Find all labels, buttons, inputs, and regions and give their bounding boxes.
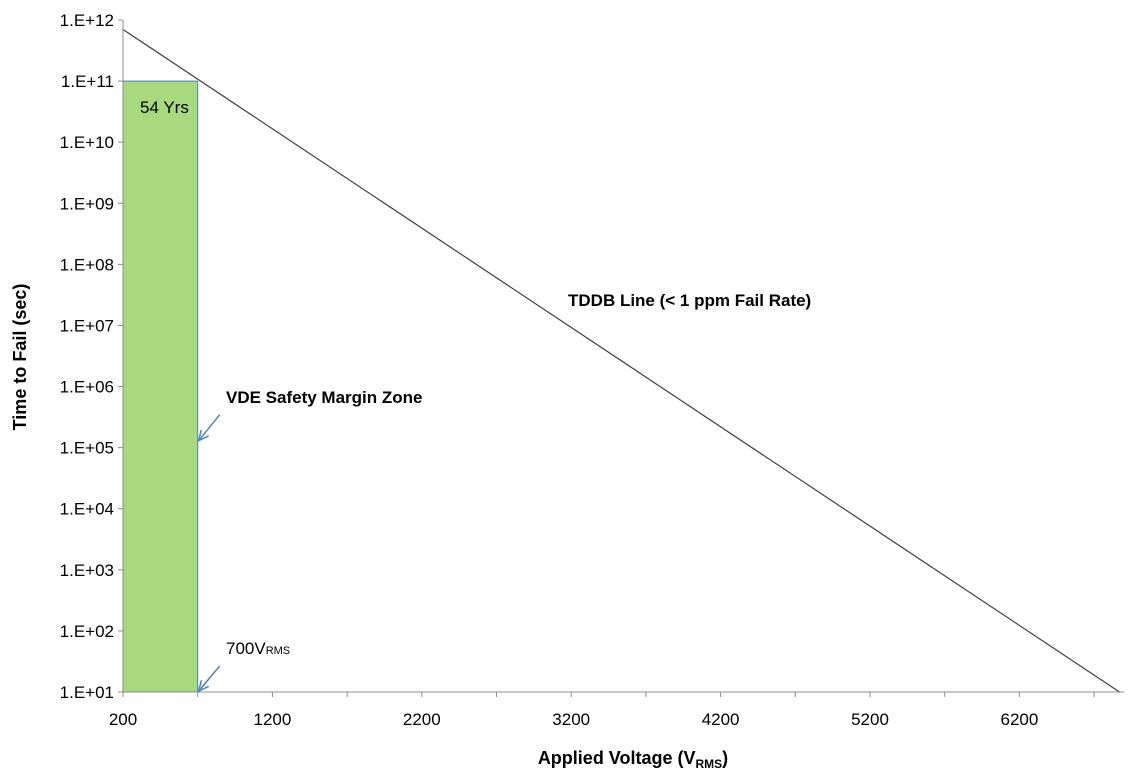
- vde-zone-label: VDE Safety Margin Zone: [226, 388, 422, 407]
- tddb-line-label: TDDB Line (< 1 ppm Fail Rate): [568, 291, 811, 310]
- axes-layer: [122, 20, 1124, 693]
- y-axis-title: Time to Fail (sec): [10, 284, 30, 431]
- y-tick-label: 1.E+03: [60, 561, 114, 580]
- x-tick-label: 1200: [253, 710, 291, 729]
- ticks-layer: 1.E+01 1.E+02 1.E+03 1.E+04 1.E+05 1.E+06 1.E+…: [60, 11, 1095, 729]
- x-axis-title-main: Applied Voltage (V: [538, 748, 696, 768]
- series-layer: [122, 28, 1120, 693]
- voltage-marker-arrow-shaft: [198, 665, 221, 692]
- vde-zone-arrow-shaft: [198, 414, 221, 442]
- voltage-marker-main: 700V: [226, 639, 266, 658]
- x-tick-label: 3200: [552, 710, 590, 729]
- x-tick-label: 2200: [403, 710, 441, 729]
- vde-safety-zone-rect: [122, 80, 199, 693]
- x-tick-label: 200: [109, 710, 137, 729]
- y-tick-label: 1.E+04: [60, 500, 114, 519]
- vde-zone-arrow-head: [197, 429, 209, 443]
- arrows-layer: [197, 414, 221, 693]
- x-tick-label: 5200: [851, 710, 889, 729]
- series-line-0: [122, 28, 1120, 693]
- voltage-marker-arrow-head: [197, 680, 210, 693]
- zone-layer: [122, 80, 199, 693]
- y-tick-label: 1.E+01: [60, 683, 114, 702]
- voltage-marker-label: 700VRMS: [226, 639, 290, 658]
- x-tick-label: 4200: [702, 710, 740, 729]
- x-axis-title: Applied Voltage (VRMS): [538, 748, 728, 771]
- y-tick-label: 1.E+02: [60, 622, 114, 641]
- y-tick-label: 1.E+07: [60, 316, 114, 335]
- y-tick-label: 1.E+10: [60, 133, 114, 152]
- y-tick-label: 1.E+12: [60, 11, 114, 30]
- y-tick-label: 1.E+05: [60, 439, 114, 458]
- labels-layer: Time to Fail (sec) Applied Voltage (VRMS…: [10, 98, 811, 771]
- voltage-marker-sub: RMS: [266, 645, 290, 657]
- x-axis-title-close: ): [722, 748, 728, 768]
- y-tick-label: 1.E+11: [61, 72, 114, 91]
- y-tick-label: 1.E+06: [60, 378, 114, 397]
- y-tick-label: 1.E+08: [60, 255, 114, 274]
- zone-inside-label: 54 Yrs: [140, 98, 189, 117]
- x-tick-label: 6200: [1001, 710, 1039, 729]
- x-axis-title-sub: RMS: [696, 757, 723, 771]
- y-tick-label: 1.E+09: [60, 194, 114, 213]
